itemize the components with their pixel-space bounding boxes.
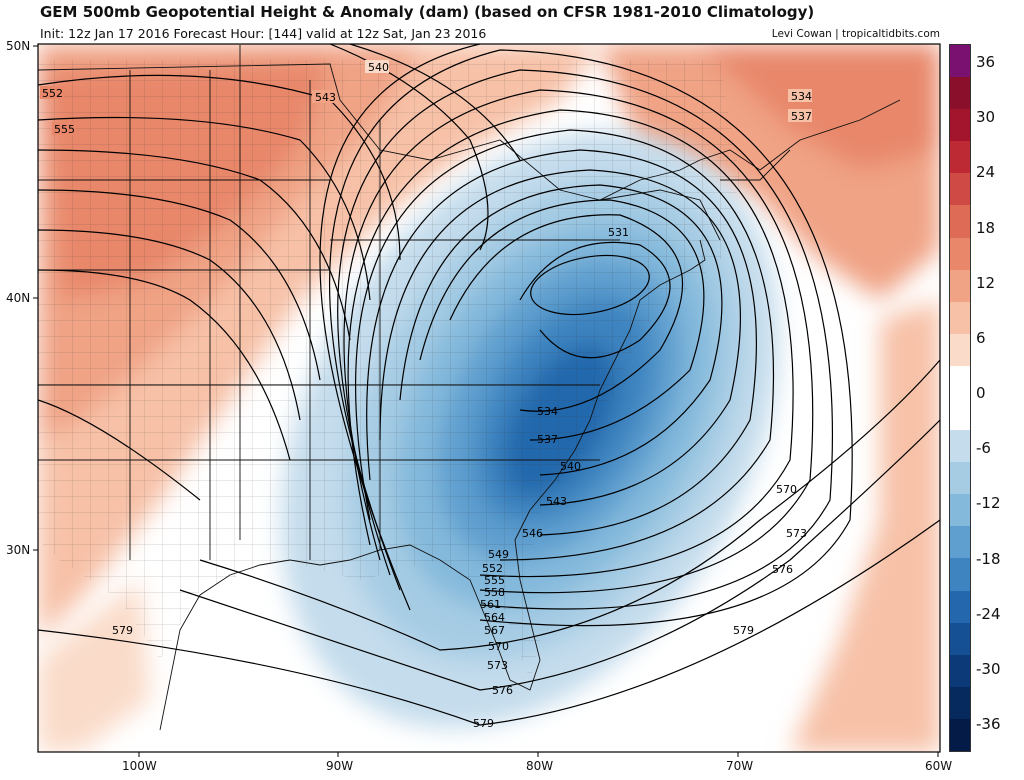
- colorbar-segment: [950, 301, 970, 335]
- colorbar-segment: [950, 622, 970, 656]
- contour-label: 540: [368, 61, 389, 74]
- contour-label: 576: [772, 563, 793, 576]
- colorbar-segment: [950, 109, 970, 142]
- lon-label-60w: 60W: [925, 759, 953, 773]
- colorbar-label: 12: [976, 273, 996, 292]
- colorbar-label: 0: [976, 384, 986, 402]
- contour-label: 534: [791, 90, 812, 103]
- colorbar-segment: [950, 462, 970, 495]
- contour-labels: 540 543 534 537 552 555 531 534 537 540 …: [40, 60, 812, 730]
- lon-label-90w: 90W: [326, 759, 354, 773]
- height-contours: [38, 44, 940, 726]
- colorbar-segment: [950, 654, 970, 688]
- colorbar-segment: [950, 526, 970, 559]
- colorbar-segment: [950, 590, 970, 624]
- contour-label: 576: [492, 684, 513, 697]
- contour-label: 531: [608, 226, 629, 239]
- colorbar-segment: [950, 430, 970, 463]
- contour-label: 555: [54, 123, 75, 136]
- colorbar-segment: [950, 398, 970, 431]
- colorbar-label: -30: [976, 659, 1001, 678]
- colorbar: [949, 44, 971, 752]
- contour-label: 552: [482, 562, 503, 575]
- colorbar-segment: [950, 205, 970, 239]
- colorbar-segment: [950, 718, 970, 752]
- colorbar-segment: [950, 686, 970, 720]
- colorbar-segment: [950, 558, 970, 592]
- lat-label-50n: 50N: [6, 39, 31, 53]
- lat-label-40n: 40N: [6, 291, 31, 305]
- map-subtitle: Init: 12z Jan 17 2016 Forecast Hour: [14…: [40, 26, 487, 41]
- colorbar-label: 30: [976, 108, 996, 127]
- colorbar-segment: [950, 494, 970, 527]
- colorbar-label: -18: [976, 549, 1001, 568]
- contour-label: 552: [42, 87, 63, 100]
- colorbar-segment: [950, 77, 970, 110]
- lat-label-30n: 30N: [6, 543, 31, 557]
- contour-label: 573: [786, 527, 807, 540]
- colorbar-label: -12: [976, 494, 1001, 513]
- colorbar-segment: [950, 237, 970, 271]
- axis-ticks: [33, 45, 939, 757]
- contour-label: 555: [484, 574, 505, 587]
- colorbar-segment: [950, 365, 970, 399]
- colorbar-segment: [950, 45, 970, 78]
- contour-label: 534: [537, 405, 558, 418]
- lon-label-70w: 70W: [726, 759, 754, 773]
- colorbar-label: 24: [976, 163, 996, 182]
- contour-label: 543: [315, 91, 336, 104]
- colorbar-label: 6: [976, 328, 986, 347]
- contour-label: 537: [791, 110, 812, 123]
- colorbar-segment: [950, 269, 970, 303]
- contour-label: 570: [776, 483, 797, 496]
- contour-label: 570: [488, 640, 509, 653]
- lon-label-100w: 100W: [122, 759, 157, 773]
- colorbar-segment: [950, 141, 970, 174]
- colorbar-label: -24: [976, 604, 1001, 623]
- contour-label: 564: [484, 611, 505, 624]
- colorbar-label: 18: [976, 218, 996, 237]
- contour-label: 573: [487, 659, 508, 672]
- contour-label: 537: [537, 433, 558, 446]
- map-frame: [37, 43, 941, 753]
- contour-label: 561: [480, 598, 501, 611]
- contour-label: 549: [488, 548, 509, 561]
- contour-label: 579: [112, 624, 133, 637]
- lon-label-80w: 80W: [526, 759, 554, 773]
- boundaries: [38, 45, 901, 731]
- map-title: GEM 500mb Geopotential Height & Anomaly …: [40, 3, 815, 21]
- colorbar-label: -6: [976, 439, 991, 458]
- contour-label: 567: [484, 624, 505, 637]
- contour-label: 546: [522, 527, 543, 540]
- contour-label: 540: [560, 460, 581, 473]
- colorbar-label: -36: [976, 715, 1001, 733]
- colorbar-label: 36: [976, 53, 996, 71]
- anomaly-field: [38, 44, 940, 752]
- colorbar-segment: [950, 173, 970, 206]
- contour-label: 543: [546, 495, 567, 508]
- contour-label: 579: [473, 717, 494, 730]
- contour-label: 579: [733, 624, 754, 637]
- contour-label: 558: [484, 586, 505, 599]
- credit-text: Levi Cowan | tropicaltidbits.com: [771, 28, 940, 40]
- colorbar-segment: [950, 333, 970, 367]
